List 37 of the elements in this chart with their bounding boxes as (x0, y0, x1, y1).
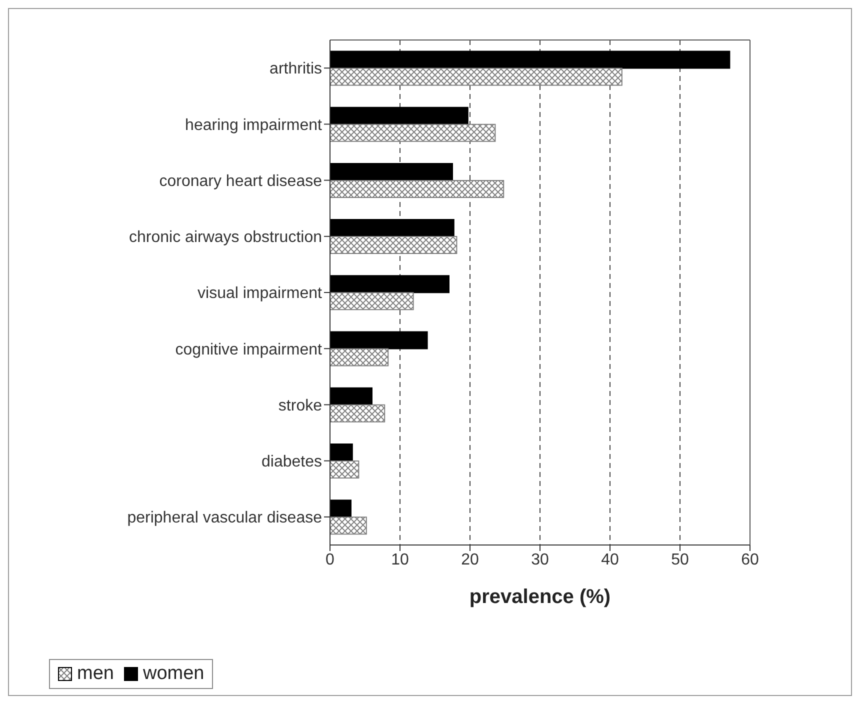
bar (330, 500, 352, 518)
x-tick-label: 60 (741, 551, 759, 568)
y-tick-label: peripheral vascular disease (127, 510, 322, 527)
bar (330, 404, 386, 422)
bar (330, 68, 622, 86)
bar (330, 331, 428, 350)
legend-label: men (76, 663, 114, 685)
bar (330, 275, 450, 294)
y-tick-label: chronic airways obstruction (129, 229, 322, 246)
bar (330, 180, 504, 198)
bar (330, 50, 730, 69)
y-tick-label: hearing impairment (185, 116, 323, 134)
y-tick-label: arthritis (270, 60, 322, 78)
legend-label: women (142, 663, 204, 685)
y-tick-label: stroke (278, 397, 322, 414)
bar (330, 219, 454, 238)
bar (330, 387, 372, 406)
x-tick-label: 40 (601, 551, 619, 568)
x-tick-label: 50 (671, 551, 689, 568)
bar (330, 162, 453, 181)
bar (330, 236, 458, 254)
bar (330, 444, 353, 462)
bar (330, 106, 468, 125)
x-axis-title: prevalence (%) (469, 586, 611, 608)
bar (330, 516, 367, 535)
x-tick-label: 30 (531, 551, 549, 568)
y-tick-label: coronary heart disease (159, 172, 322, 190)
y-tick-label: diabetes (262, 454, 322, 471)
x-tick-label: 0 (326, 551, 335, 568)
y-tick-label: cognitive impairment (175, 341, 323, 358)
bar (330, 124, 496, 142)
x-tick-label: 10 (391, 551, 409, 568)
y-tick-label: visual impairment (198, 285, 323, 302)
bar (330, 460, 360, 478)
bar (330, 348, 389, 366)
x-tick-label: 20 (461, 551, 479, 568)
bar (330, 292, 414, 310)
